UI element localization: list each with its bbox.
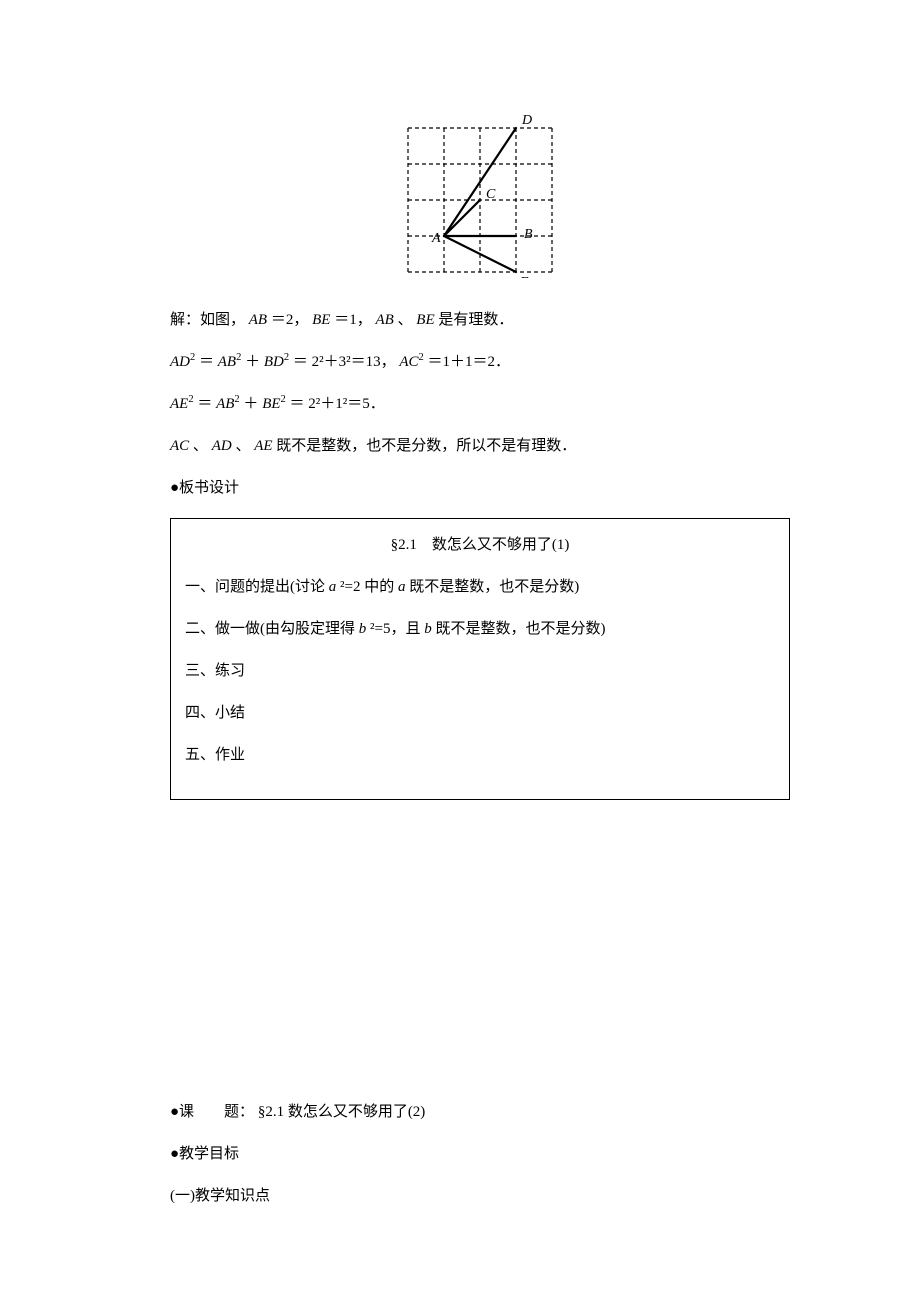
next-topic-line: ●课 题： §2.1 数怎么又不够用了(2) xyxy=(170,1100,790,1124)
var-AD: AD xyxy=(212,438,232,454)
var-AC: AC xyxy=(170,438,189,454)
svg-text:A: A xyxy=(431,231,441,246)
sq: 2 xyxy=(190,352,195,363)
text: 解：如图， xyxy=(170,312,245,328)
sq: 2 xyxy=(284,352,289,363)
var-b: b xyxy=(359,621,367,637)
svg-text:C: C xyxy=(486,187,496,202)
board-line-4: 四、小结 xyxy=(185,701,775,725)
var-AB: AB xyxy=(249,312,267,328)
var-BE: BE xyxy=(262,396,280,412)
var-BD: BD xyxy=(264,354,284,370)
sq: 2 xyxy=(188,394,193,405)
text: 既不是整数，也不是分数) xyxy=(409,579,579,595)
text: ＝1＋1＝2． xyxy=(428,354,511,370)
sep: 、 xyxy=(398,312,413,328)
text: 2²＋1²＝5． xyxy=(308,396,385,412)
board-line-1: 一、问题的提出(讨论 a ²=2 中的 a 既不是整数，也不是分数) xyxy=(185,575,775,599)
solution-line-1: 解：如图， AB ＝2， BE ＝1， AB 、 BE 是有理数． xyxy=(170,308,790,332)
var-AD: AD xyxy=(170,354,190,370)
diagram-container: A B C D E xyxy=(170,110,790,278)
eq: ＝ xyxy=(199,354,214,370)
text: 2²＋3²＝13， xyxy=(312,354,396,370)
next-goal-line: ●教学目标 xyxy=(170,1142,790,1166)
var-a: a xyxy=(329,579,337,595)
svg-text:E: E xyxy=(519,275,529,278)
grid-diagram: A B C D E xyxy=(390,110,570,278)
plus: ＋ xyxy=(243,396,258,412)
text: ²=5，且 xyxy=(370,621,424,637)
next-sub-line: (一)教学知识点 xyxy=(170,1184,790,1208)
board-design-box: §2.1 数怎么又不够用了(1) 一、问题的提出(讨论 a ²=2 中的 a 既… xyxy=(170,518,790,800)
board-line-5: 五、作业 xyxy=(185,743,775,767)
page-gap xyxy=(170,840,790,1100)
var-AB: AB xyxy=(375,312,393,328)
board-line-3: 三、练习 xyxy=(185,659,775,683)
var-b: b xyxy=(424,621,432,637)
text: §2.1 数怎么又不够用了(2) xyxy=(258,1104,426,1120)
board-line-2: 二、做一做(由勾股定理得 b ²=5，且 b 既不是整数，也不是分数) xyxy=(185,617,775,641)
var-AE: AE xyxy=(170,396,188,412)
var-AB: AB xyxy=(216,396,234,412)
sq: 2 xyxy=(419,352,424,363)
sep: 、 xyxy=(193,438,208,454)
var-BE: BE xyxy=(416,312,434,328)
var-BE: BE xyxy=(312,312,330,328)
text: ＝2， xyxy=(271,312,309,328)
svg-text:B: B xyxy=(524,227,533,242)
var-AB: AB xyxy=(218,354,236,370)
text: 是有理数． xyxy=(438,312,513,328)
text: ²=2 中的 xyxy=(340,579,398,595)
board-title: §2.1 数怎么又不够用了(1) xyxy=(185,533,775,557)
var-a: a xyxy=(398,579,406,595)
sq: 2 xyxy=(236,352,241,363)
var-AE: AE xyxy=(254,438,272,454)
sq: 2 xyxy=(234,394,239,405)
solution-line-2: AD2 ＝ AB2 ＋ BD2 ＝ 2²＋3²＝13， AC2 ＝1＋1＝2． xyxy=(170,350,790,374)
document-page: ABCDE 解：如图， AB ＝2， BE ＝1， AB 、 BE 是有理数． … xyxy=(0,0,920,1302)
text: 二、做一做(由勾股定理得 xyxy=(185,621,359,637)
text: 既不是整数，也不是分数) xyxy=(435,621,605,637)
eq: ＝ xyxy=(293,354,308,370)
solution-line-3: AE2 ＝ AB2 ＋ BE2 ＝ 2²＋1²＝5． xyxy=(170,392,790,416)
text: 既不是整数，也不是分数，所以不是有理数． xyxy=(276,438,576,454)
board-heading: ●板书设计 xyxy=(170,476,790,500)
text: ＝1， xyxy=(334,312,372,328)
solution-line-4: AC 、 AD 、 AE 既不是整数，也不是分数，所以不是有理数． xyxy=(170,434,790,458)
text: ●课 题： xyxy=(170,1104,254,1120)
sq: 2 xyxy=(281,394,286,405)
sep: 、 xyxy=(235,438,250,454)
plus: ＋ xyxy=(245,354,260,370)
eq: ＝ xyxy=(290,396,305,412)
svg-text:D: D xyxy=(521,113,532,128)
eq: ＝ xyxy=(197,396,212,412)
text: 一、问题的提出(讨论 xyxy=(185,579,329,595)
var-AC: AC xyxy=(399,354,418,370)
